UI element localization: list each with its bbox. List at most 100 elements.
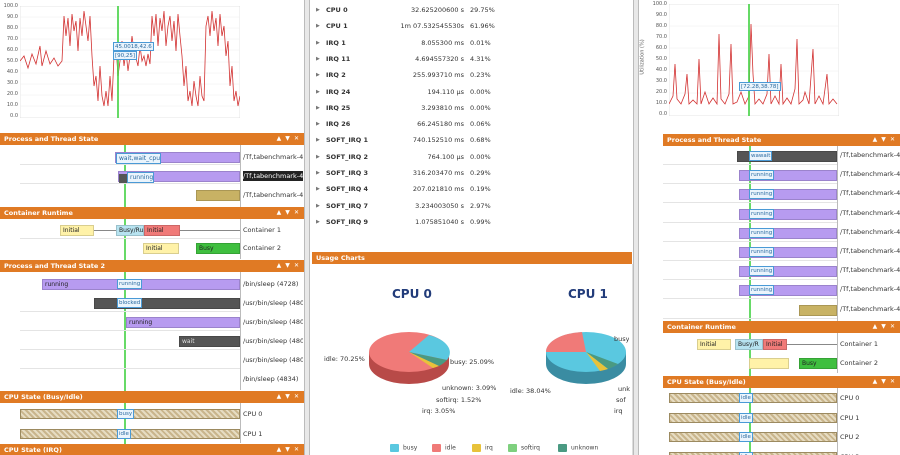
y-tick-label: 80.0 [651, 23, 667, 29]
process-label[interactable]: /usr/bin/sleep (480) [243, 317, 303, 327]
container-label-right[interactable]: Container 2 [840, 358, 878, 368]
expand-icon[interactable]: ▶ [316, 100, 320, 116]
expand-icon[interactable]: ▶ [316, 116, 320, 132]
expand-icon[interactable]: ▶ [316, 51, 320, 67]
container-label[interactable]: Container 2 [243, 243, 281, 253]
thread-label-right[interactable]: /Tf,tabenchmark-4 [840, 246, 900, 256]
row-time: 740.152510 ms [382, 132, 464, 148]
container1-initial2-bar[interactable]: Initial [144, 225, 180, 236]
thread-label-selected[interactable]: /Tf,tabenchmark-4 [243, 171, 303, 181]
section-container-runtime[interactable]: Container Runtime ▲ ▼ ✕ [0, 207, 304, 219]
r-container2-idle-bar[interactable] [749, 358, 789, 369]
table-row[interactable]: ▶ SOFT_IRQ 2 764.100 μs 0.00% [310, 149, 620, 165]
table-row[interactable]: ▶ IRQ 24 194.110 μs 0.00% [310, 84, 620, 100]
expand-icon[interactable]: ▶ [316, 198, 320, 214]
table-row[interactable]: ▶ IRQ 26 66.245180 ms 0.06% [310, 116, 620, 132]
thread-bar-idle[interactable] [196, 190, 240, 201]
cpu-label-right[interactable]: CPU 0 [840, 393, 859, 403]
table-row[interactable]: ▶ SOFT_IRQ 1 740.152510 ms 0.68% [310, 132, 620, 148]
table-row[interactable]: ▶ IRQ 25 3.293810 ms 0.00% [310, 100, 620, 116]
section-cpu-state-right[interactable]: CPU State (Busy/Idle) ▲ ▼ ✕ [663, 376, 900, 388]
y-tick-label: 10.0 [651, 100, 667, 106]
r-cpu-bar[interactable] [669, 432, 837, 442]
thread-label-right[interactable]: /Tf,tabenchmark-4 [840, 188, 900, 198]
r-container1-initial-bar[interactable]: Initial [697, 339, 731, 350]
statistics-table[interactable]: ▶ CPU 0 32.625200600 s 29.75% ▶ CPU 1 1m 07.53… [310, 2, 635, 234]
thread-label-right[interactable]: /Tf,tabenchmark-4 [840, 169, 900, 179]
legend-busy: busy [403, 445, 417, 452]
expand-icon[interactable]: ▶ [316, 132, 320, 148]
legend-unknown: unknown [571, 445, 598, 452]
cpu-label-right[interactable]: CPU 2 [840, 432, 859, 442]
thread-label-right[interactable]: /Tf,tabenchmark-4 [840, 284, 900, 294]
cpu-label-right[interactable]: CPU 1 [840, 413, 859, 423]
thread-label-right[interactable]: /Tf,tabenchmark-4 [840, 265, 900, 275]
thread-label-right[interactable]: /Tf,tabenchmark-4 [840, 227, 900, 237]
section-process-thread-state-2[interactable]: Process and Thread State 2 ▲ ▼ ✕ [0, 260, 304, 272]
thread-label-right[interactable]: /Tf,tabenchmark-4 [840, 150, 900, 160]
r-container2-busy-bar[interactable]: Busy [799, 358, 837, 369]
pts2-bar-running-2[interactable]: running [126, 317, 240, 328]
thread-label-right[interactable]: /Tf,tabenchmark-4 [840, 304, 900, 314]
table-row[interactable]: ▶ IRQ 11 4.694557320 s 4.31% [310, 51, 620, 67]
thread-tag-right: running [749, 170, 774, 180]
expand-icon[interactable]: ▶ [316, 149, 320, 165]
section-cpu-irq[interactable]: CPU State (IRQ) ▲ ▼ ✕ [0, 444, 304, 455]
section-cpu-state[interactable]: CPU State (Busy/Idle) ▲ ▼ ✕ [0, 391, 304, 403]
expand-icon[interactable]: ▶ [316, 84, 320, 100]
y-tick-label: 40.0 [2, 69, 18, 75]
cpu-label[interactable]: CPU 1 [243, 429, 262, 439]
cpu-label-right[interactable]: CPU 3 [840, 452, 859, 455]
container2-run-bar[interactable]: Busy [196, 243, 240, 254]
table-row[interactable]: ▶ SOFT_IRQ 7 3.234003050 s 2.97% [310, 198, 620, 214]
expand-icon[interactable]: ▶ [316, 2, 320, 18]
process-label[interactable]: /usr/bin/sleep (4802) [243, 298, 303, 308]
r-container1-initial2-bar[interactable]: Initial [763, 339, 787, 350]
table-row[interactable]: ▶ SOFT_IRQ 4 207.021810 ms 0.19% [310, 181, 620, 197]
usage-charts-header[interactable]: Usage Charts [312, 252, 632, 264]
thread-bar-running[interactable]: running [118, 171, 240, 182]
table-row[interactable]: ▶ CPU 1 1m 07.532545530s 61.96% [310, 18, 620, 34]
pts2-bar-wait[interactable]: wait [179, 336, 240, 347]
expand-icon[interactable]: ▶ [316, 18, 320, 34]
table-row[interactable]: ▶ IRQ 1 8.055300 ms 0.01% [310, 35, 620, 51]
table-row[interactable]: ▶ SOFT_IRQ 9 1.075851040 s 0.99% [310, 214, 620, 230]
container2-busy-bar[interactable]: Initial [143, 243, 179, 254]
thread-label[interactable]: /Tf,tabenchmark-4 [243, 152, 303, 162]
container-label[interactable]: Container 1 [243, 225, 281, 235]
r-container1-busy-bar[interactable]: Busy/R [735, 339, 763, 350]
utilization-graph-right[interactable]: 100.0 90.0 80.0 70.0 60.0 50.0 40.0 30.0 20.0 10.… [639, 0, 900, 128]
section-process-thread-state[interactable]: Process and Thread State ▲ ▼ ✕ [0, 133, 304, 145]
r-cpu-bar[interactable] [669, 452, 837, 455]
row-percent: 0.23% [470, 67, 491, 83]
pts2-bar-blocked[interactable] [94, 298, 240, 309]
process-label[interactable]: /bin/sleep (4834) [243, 374, 303, 384]
r-cpu-bar[interactable] [669, 413, 837, 423]
expand-icon[interactable]: ▶ [316, 165, 320, 181]
r-thread-bar-idle[interactable] [799, 305, 837, 316]
utilization-graph[interactable]: 100.0 90.0 80.0 70.0 60.0 50.0 40.0 30.0 20.0 10.… [0, 0, 304, 130]
table-row[interactable]: ▶ IRQ 2 255.993710 ms 0.23% [310, 67, 620, 83]
section-container-runtime-right[interactable]: Container Runtime ▲ ▼ ✕ [663, 321, 900, 333]
container1-busy-bar[interactable]: Busy/Run [116, 225, 144, 236]
thread-label-right[interactable]: /Tf,tabenchmark-4 [840, 208, 900, 218]
table-row[interactable]: ▶ CPU 0 32.625200600 s 29.75% [310, 2, 620, 18]
cpu-label[interactable]: CPU 0 [243, 409, 262, 419]
thread-label[interactable]: /Tf,tabenchmark-4 [243, 190, 303, 200]
pie-chart-cpu0[interactable] [365, 330, 455, 390]
section-process-thread-state-right[interactable]: Process and Thread State ▲ ▼ ✕ [663, 134, 900, 146]
thread-bar-wait[interactable]: wait,wait_cpu [115, 152, 240, 163]
expand-icon[interactable]: ▶ [316, 67, 320, 83]
process-label[interactable]: /usr/bin/sleep (4804) [243, 355, 303, 365]
container1-initial-bar[interactable]: Initial [60, 225, 94, 236]
container-label-right[interactable]: Container 1 [840, 339, 878, 349]
r-cpu-tag: idle [739, 452, 753, 455]
process-label[interactable]: /usr/bin/sleep (480) [243, 336, 303, 346]
expand-icon[interactable]: ▶ [316, 214, 320, 230]
expand-icon[interactable]: ▶ [316, 181, 320, 197]
expand-icon[interactable]: ▶ [316, 35, 320, 51]
table-row[interactable]: ▶ SOFT_IRQ 3 316.203470 ms 0.29% [310, 165, 620, 181]
process-label[interactable]: /bin/sleep (4728) [243, 279, 303, 289]
section-controls[interactable]: ▲ ▼ ✕ [277, 133, 300, 145]
r-cpu-bar[interactable] [669, 393, 837, 403]
